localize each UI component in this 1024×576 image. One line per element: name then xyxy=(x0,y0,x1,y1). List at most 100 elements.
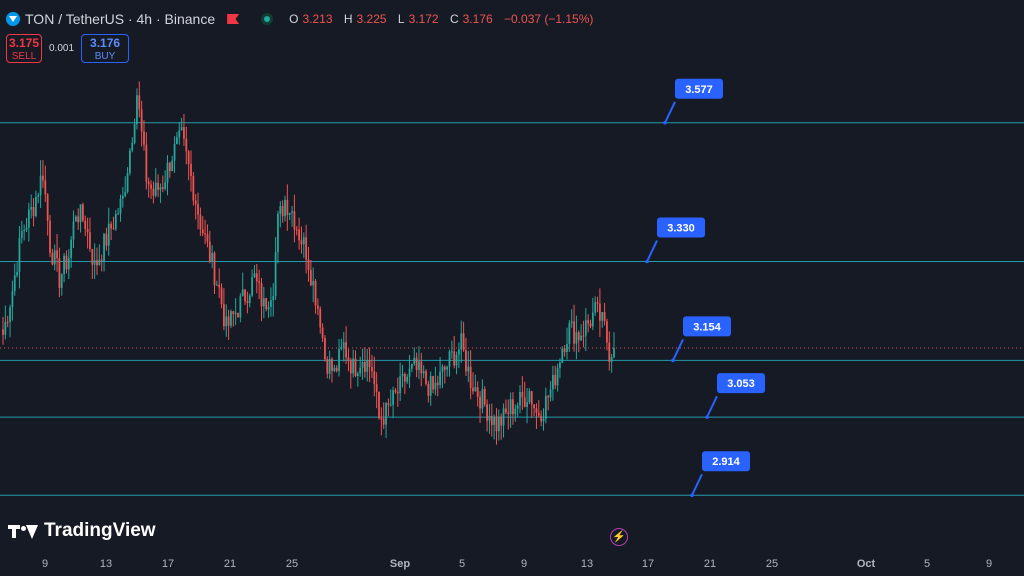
symbol-title[interactable]: TON / TetherUS · 4h · Binance xyxy=(25,11,216,27)
candle-body xyxy=(288,212,291,215)
candle-body xyxy=(244,289,246,302)
candle-body xyxy=(526,402,528,407)
candle xyxy=(469,350,472,400)
candle-body xyxy=(420,361,423,374)
candle-body xyxy=(227,316,230,326)
candle-body xyxy=(472,387,474,392)
candle-body xyxy=(201,229,204,234)
candle xyxy=(32,198,35,227)
candle-body xyxy=(584,320,587,336)
candle-body xyxy=(121,195,124,199)
candle xyxy=(251,269,253,298)
level-callout[interactable]: 2.914 xyxy=(690,451,750,498)
candle-body xyxy=(535,408,538,413)
candle-body xyxy=(176,137,178,144)
candle xyxy=(521,376,524,410)
candle xyxy=(591,297,594,331)
candle xyxy=(530,390,533,418)
open-value: 3.213 xyxy=(302,12,333,26)
candle xyxy=(603,302,606,326)
candle-body xyxy=(378,391,380,419)
candle-body xyxy=(502,408,505,426)
candle xyxy=(556,363,559,392)
candle-body xyxy=(234,312,237,315)
x-tick-label: 21 xyxy=(224,558,236,570)
candle xyxy=(493,414,496,440)
candle xyxy=(293,194,296,243)
candle xyxy=(429,371,432,406)
candle xyxy=(594,296,597,316)
candle xyxy=(486,399,488,432)
flag-icon[interactable] xyxy=(227,14,240,24)
level-callout[interactable]: 3.053 xyxy=(705,373,765,419)
buy-button[interactable]: 3.176 BUY xyxy=(81,34,130,63)
candle-body xyxy=(136,95,138,125)
candle xyxy=(74,214,77,222)
candle-body xyxy=(56,250,58,259)
candle-body xyxy=(314,280,317,306)
x-tick-label: Sep xyxy=(390,558,410,570)
candle-body xyxy=(533,404,535,409)
candle xyxy=(187,149,190,181)
candle xyxy=(432,375,434,394)
candle-body xyxy=(321,327,324,338)
candle-body xyxy=(446,366,449,370)
level-callout-label: 3.053 xyxy=(727,378,755,390)
candle xyxy=(474,374,477,392)
candle xyxy=(577,330,580,353)
candle xyxy=(150,180,152,199)
candle xyxy=(46,193,49,236)
candle-body xyxy=(150,184,152,189)
candle-body xyxy=(361,361,364,368)
candle-body xyxy=(258,281,261,284)
candle xyxy=(176,131,178,145)
candle-body xyxy=(368,360,371,367)
candle-body xyxy=(46,194,49,221)
candle-body xyxy=(140,109,143,132)
candle-body xyxy=(354,358,357,376)
candle xyxy=(415,352,418,378)
level-callout[interactable]: 3.577 xyxy=(663,78,723,125)
candle-body xyxy=(613,348,615,358)
candle-body xyxy=(251,277,253,296)
candle-body xyxy=(599,303,601,321)
candle-body xyxy=(401,373,404,377)
candle-body xyxy=(96,260,98,266)
candle xyxy=(166,155,169,196)
candle-body xyxy=(563,348,566,353)
level-callout[interactable]: 3.154 xyxy=(671,316,731,363)
candle xyxy=(312,267,315,303)
candle-body xyxy=(131,142,134,151)
candle-body xyxy=(51,252,54,265)
candle xyxy=(147,177,150,198)
candle-body xyxy=(385,403,387,425)
candle xyxy=(58,247,61,298)
candle-body xyxy=(467,366,470,372)
candle xyxy=(453,335,456,369)
candle xyxy=(497,409,500,441)
candle xyxy=(500,413,503,440)
tradingview-logo[interactable]: TradingView xyxy=(8,520,156,542)
level-callout[interactable]: 3.330 xyxy=(645,217,705,264)
candle xyxy=(535,403,538,429)
candle-body xyxy=(568,323,571,344)
candle xyxy=(225,304,228,337)
candle xyxy=(413,347,416,366)
candle-body xyxy=(30,206,33,210)
candle xyxy=(103,232,105,272)
sell-button[interactable]: 3.175 SELL xyxy=(6,34,42,63)
candle-body xyxy=(42,175,44,181)
lightning-icon[interactable]: ⚡ xyxy=(610,528,628,546)
candle xyxy=(528,388,531,405)
candle xyxy=(526,388,528,424)
candle-body xyxy=(356,373,359,376)
candle xyxy=(124,176,127,198)
market-status-icon[interactable] xyxy=(261,13,274,25)
candle-body xyxy=(159,187,162,190)
candle xyxy=(542,408,545,431)
candle xyxy=(211,245,214,269)
candle xyxy=(606,318,608,351)
candle xyxy=(366,349,369,382)
candle-body xyxy=(161,187,164,189)
